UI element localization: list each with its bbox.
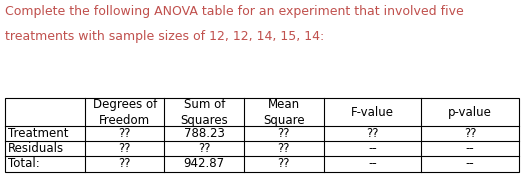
Bar — [5, 98, 519, 172]
Text: Treatment: Treatment — [8, 127, 68, 140]
Text: --: -- — [368, 158, 377, 170]
Text: Complete the following ANOVA table for an experiment that involved five: Complete the following ANOVA table for a… — [5, 5, 464, 18]
Text: ??: ?? — [278, 158, 290, 170]
Text: ??: ?? — [278, 142, 290, 155]
Text: 788.23: 788.23 — [184, 127, 225, 140]
Text: ??: ?? — [198, 142, 211, 155]
Text: ??: ?? — [118, 142, 131, 155]
Text: ??: ?? — [366, 127, 379, 140]
Text: Total:: Total: — [8, 158, 40, 170]
Text: 942.87: 942.87 — [184, 158, 225, 170]
Text: ??: ?? — [464, 127, 476, 140]
Text: --: -- — [466, 158, 474, 170]
Text: --: -- — [466, 142, 474, 155]
Text: --: -- — [368, 142, 377, 155]
Text: F-value: F-value — [351, 106, 394, 118]
Text: ??: ?? — [278, 127, 290, 140]
Text: ??: ?? — [118, 158, 131, 170]
Text: Mean
Square: Mean Square — [263, 97, 304, 127]
Text: ??: ?? — [118, 127, 131, 140]
Text: Residuals: Residuals — [8, 142, 64, 155]
Text: Degrees of
Freedom: Degrees of Freedom — [93, 97, 157, 127]
Text: Sum of
Squares: Sum of Squares — [180, 97, 228, 127]
Text: treatments with sample sizes of 12, 12, 14, 15, 14:: treatments with sample sizes of 12, 12, … — [5, 30, 324, 43]
Text: p-value: p-value — [448, 106, 492, 118]
